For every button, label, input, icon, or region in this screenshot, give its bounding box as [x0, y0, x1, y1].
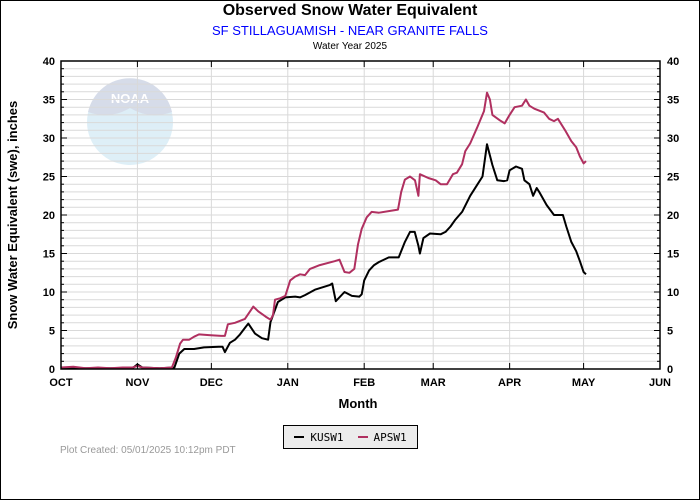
- y-tick-label-right: 20: [667, 210, 679, 222]
- chart-water-year: Water Year 2025: [312, 41, 388, 52]
- chart-subtitle: SF STILLAGUAMISH - NEAR GRANITE FALLS: [212, 23, 488, 38]
- legend: KUSW1 APSW1: [283, 425, 418, 449]
- series-line-apsw1: [60, 91, 587, 370]
- x-tick-label: FEB: [353, 377, 375, 389]
- y-tick-label-right: 15: [667, 249, 679, 261]
- plot-created-text: Plot Created: 05/01/2025 10:12pm PDT: [60, 445, 236, 456]
- y-tick-label-right: 25: [667, 172, 679, 184]
- legend-item-apsw1: APSW1: [357, 430, 407, 444]
- noaa-logo: NOAA: [87, 78, 173, 165]
- legend-label: KUSW1: [310, 430, 344, 444]
- y-tick-label-left: 25: [43, 172, 55, 184]
- legend-item-kusw1: KUSW1: [294, 430, 344, 444]
- y-tick-label-left: 40: [43, 56, 55, 68]
- x-axis-label: Month: [339, 396, 378, 411]
- y-tick-label-left: 30: [43, 133, 55, 145]
- x-tick-label: MAY: [572, 377, 596, 389]
- y-tick-label-right: 30: [667, 133, 679, 145]
- chart-title: Observed Snow Water Equivalent: [222, 2, 478, 19]
- y-tick-label-right: 35: [667, 95, 679, 107]
- y-tick-label-left: 10: [43, 287, 55, 299]
- y-tick-label-right: 5: [667, 326, 673, 338]
- y-tick-label-left: 20: [43, 210, 55, 222]
- legend-label: APSW1: [373, 430, 407, 444]
- legend-swatch: [294, 436, 305, 438]
- y-axis-label: Snow Water Equivalent (swe), inches: [5, 101, 20, 330]
- legend-swatch: [357, 436, 368, 438]
- y-tick-label-left: 15: [43, 249, 55, 261]
- y-tick-label-right: 10: [667, 287, 679, 299]
- x-tick-label: DEC: [200, 377, 223, 389]
- svg-text:NOAA: NOAA: [111, 91, 150, 106]
- y-tick-label-right: 40: [667, 56, 679, 68]
- series-line-kusw1: [61, 143, 587, 370]
- x-tick-label: APR: [498, 377, 521, 389]
- y-tick-label-left: 0: [49, 364, 55, 376]
- x-tick-label: NOV: [125, 377, 150, 389]
- x-tick-label: JUN: [649, 377, 671, 389]
- x-tick-label: JAN: [277, 377, 299, 389]
- y-tick-label-right: 0: [667, 364, 673, 376]
- x-tick-label: OCT: [49, 377, 73, 389]
- x-tick-label: MAR: [421, 377, 446, 389]
- y-tick-label-left: 5: [49, 326, 55, 338]
- y-tick-label-left: 35: [43, 95, 55, 107]
